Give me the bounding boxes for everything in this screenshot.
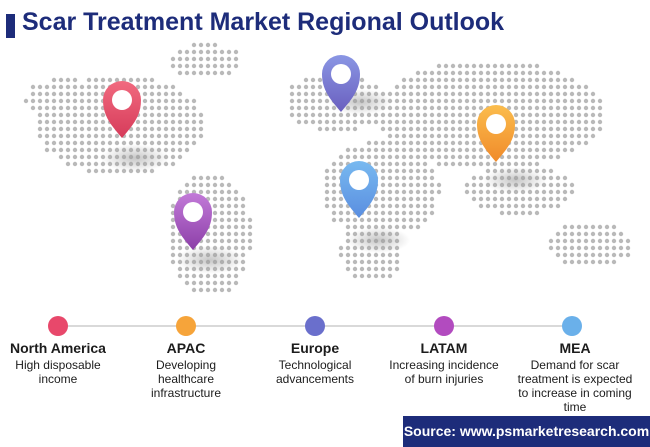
region-description: Increasing incidence of burn injuries [381,358,507,386]
region-dot-north-america [48,316,68,336]
region-description-line: High disposable [15,358,101,372]
region-description-line: Demand for scar [530,358,620,372]
region-name: North America [10,340,106,356]
region-dot-latam [434,316,454,336]
region-description-line: to increase in coming [518,386,632,400]
world-map [23,42,631,293]
region-description: High disposable income [0,358,116,386]
region-description-line: income [38,372,78,386]
region-description: Demand for scar treatment is expected to… [510,358,640,414]
region-description-line: Technological [278,358,352,372]
region-description-line: advancements [275,372,355,386]
region-name: LATAM [420,340,468,356]
region-description: Technological advancements [255,358,375,386]
region-apac: APAC Developing healthcare infrastructur… [131,340,241,400]
region-north-america: North America High disposable income [0,340,116,386]
region-description-line: Increasing incidence [389,358,499,372]
location-pin-icon [103,81,141,138]
region-description-line: healthcare [157,372,215,386]
title-accent-bar [6,14,15,38]
region-description-line: infrastructure [150,386,222,400]
region-dot-europe [305,316,325,336]
region-name: MEA [559,340,591,356]
region-dot-mea [562,316,582,336]
location-pin-icon [340,161,378,218]
region-description-line: time [563,400,587,414]
region-name: Europe [290,340,340,356]
region-description-line: Developing [155,358,217,372]
region-mea: MEA Demand for scar treatment is expecte… [510,340,640,414]
location-pin-icon [477,105,515,162]
region-description-line: of burn injuries [404,372,484,386]
region-dot-apac [176,316,196,336]
region-latam: LATAM Increasing incidence of burn injur… [381,340,507,386]
region-description: Developing healthcare infrastructure [131,358,241,400]
region-europe: Europe Technological advancements [255,340,375,386]
region-name: APAC [166,340,206,356]
page-title: Scar Treatment Market Regional Outlook [22,8,505,36]
source-banner: Source: www.psmarketresearch.com [403,416,650,447]
location-pin-icon [322,55,360,112]
location-pin-icon [174,193,212,250]
region-description-line: treatment is expected [517,372,633,386]
